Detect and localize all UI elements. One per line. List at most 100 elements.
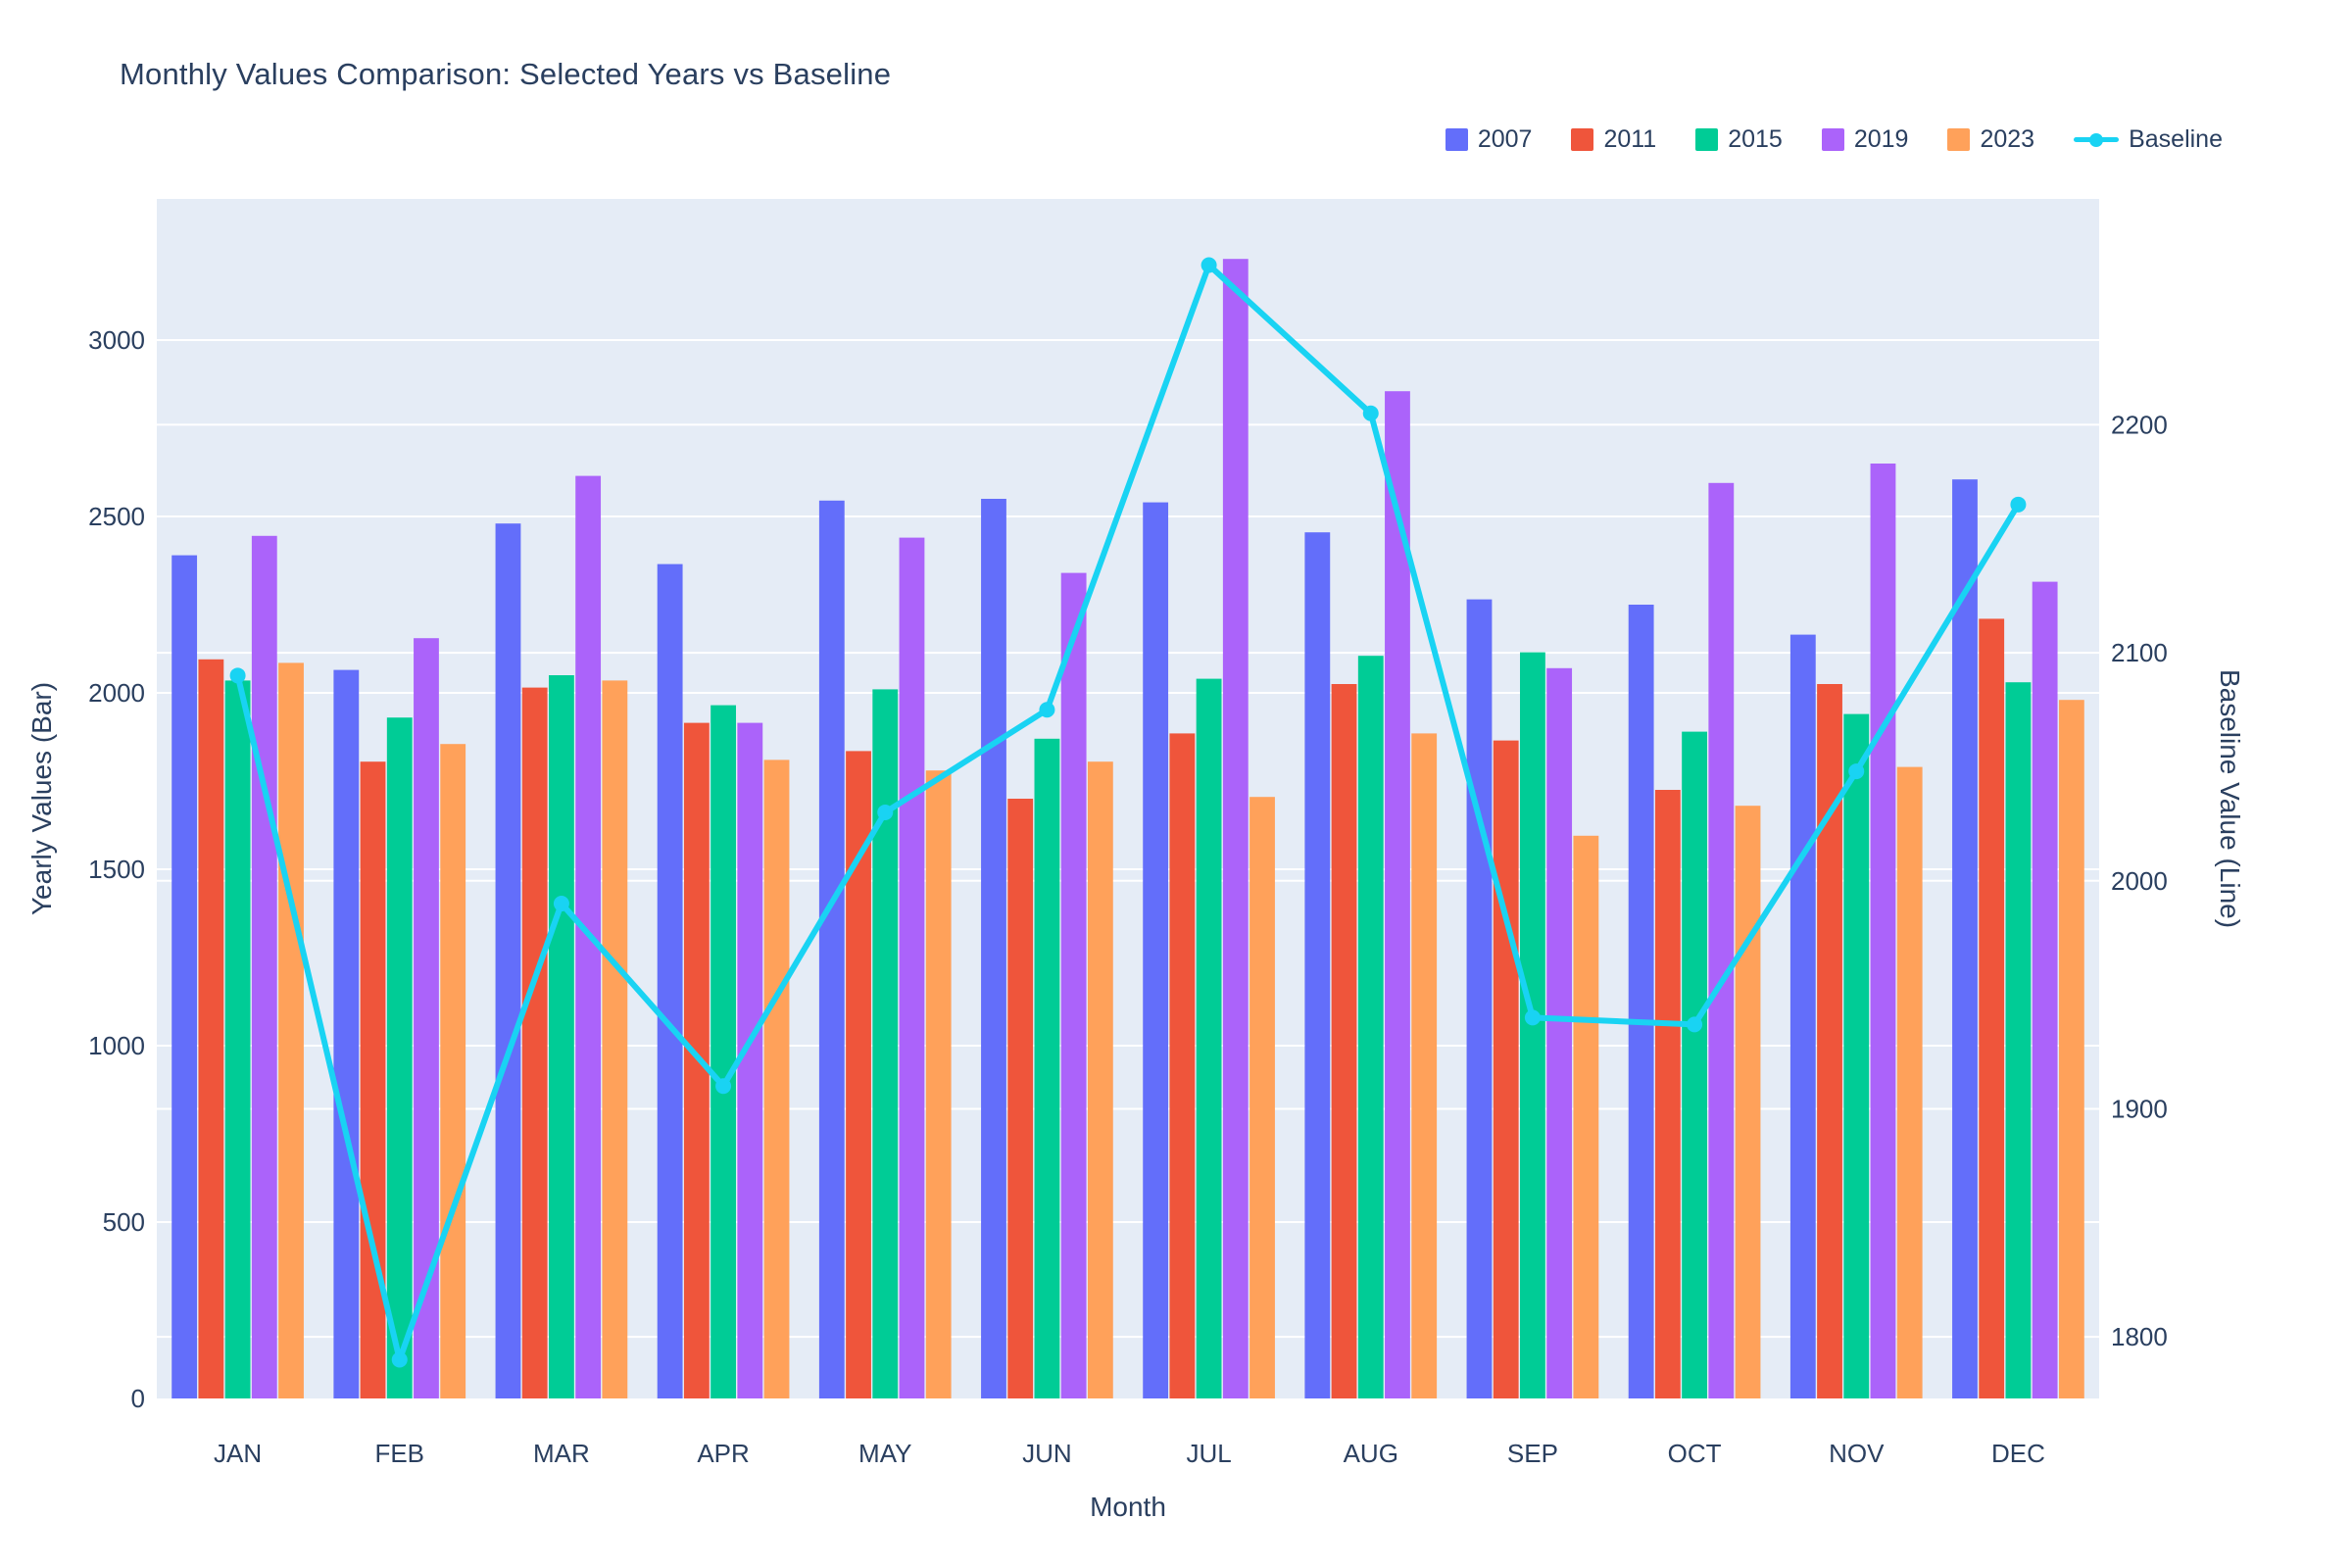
bar-2015-nov	[1843, 713, 1870, 1398]
legend-label: 2023	[1980, 125, 2035, 153]
baseline-line-icon	[2074, 132, 2120, 147]
yaxis-left-title: Yearly Values (Bar)	[26, 682, 57, 915]
xaxis-tick-dec: DEC	[1991, 1439, 2045, 1468]
bar-2011-jul	[1169, 733, 1196, 1398]
bar-2015-dec	[2005, 682, 2032, 1398]
bar-2011-nov	[1817, 684, 1842, 1398]
bar-2011-dec	[1979, 618, 2005, 1398]
legend-label: 2007	[1477, 125, 1533, 153]
bar-2015-jan	[224, 680, 251, 1398]
legend-swatch-2015	[1695, 128, 1719, 151]
bar-2015-jul	[1196, 678, 1222, 1398]
bar-2019-jan	[251, 535, 277, 1398]
baseline-marker-aug	[1362, 405, 1379, 421]
yaxis-left-tick-2000: 2000	[88, 678, 145, 708]
legend-swatch-2023	[1947, 128, 1971, 151]
bar-2007-jun	[981, 499, 1006, 1398]
bar-2011-sep	[1493, 740, 1519, 1398]
xaxis-tick-feb: FEB	[374, 1439, 424, 1468]
bar-2019-feb	[414, 638, 439, 1398]
baseline-marker-apr	[715, 1078, 732, 1095]
xaxis-tick-jun: JUN	[1022, 1439, 1072, 1468]
baseline-marker-sep	[1524, 1009, 1541, 1026]
legend-item-2011[interactable]: 2011	[1571, 125, 1656, 154]
bar-2019-aug	[1385, 391, 1410, 1399]
legend-item-2019[interactable]: 2019	[1821, 125, 1909, 154]
yaxis-left-tick-3000: 3000	[88, 325, 145, 355]
bar-2023-jul	[1250, 797, 1275, 1398]
bar-2011-apr	[683, 722, 710, 1398]
bar-2015-jun	[1034, 738, 1060, 1398]
baseline-marker-nov	[1848, 763, 1865, 780]
bar-2007-dec	[1952, 479, 1978, 1398]
bar-2023-sep	[1573, 835, 1599, 1398]
bar-2023-aug	[1411, 733, 1438, 1398]
bar-2015-may	[872, 689, 899, 1398]
bar-2019-oct	[1708, 482, 1735, 1398]
bar-2015-apr	[710, 705, 736, 1398]
baseline-marker-jul	[1200, 257, 1217, 273]
bar-2011-aug	[1331, 684, 1357, 1398]
bar-2023-nov	[1896, 766, 1923, 1398]
bar-2019-sep	[1546, 667, 1573, 1398]
xaxis-title: Month	[1090, 1492, 1166, 1522]
bar-2007-feb	[333, 669, 360, 1398]
baseline-marker-icon	[2089, 132, 2104, 147]
bar-2011-feb	[360, 761, 386, 1398]
bar-2011-jan	[198, 659, 224, 1398]
bar-2023-dec	[2058, 700, 2084, 1398]
legend-label: 2019	[1853, 125, 1909, 153]
bar-2007-aug	[1304, 532, 1331, 1398]
baseline-marker-feb	[391, 1351, 408, 1368]
bar-2007-mar	[495, 523, 521, 1398]
yaxis-left-tick-500: 500	[103, 1207, 145, 1237]
legend-item-baseline[interactable]: Baseline	[2074, 125, 2223, 154]
bar-2019-jun	[1060, 572, 1087, 1398]
bar-2015-aug	[1357, 656, 1384, 1398]
baseline-marker-dec	[2010, 496, 2027, 513]
bar-2015-mar	[549, 675, 574, 1398]
plot-area	[157, 199, 2099, 1398]
legend: 2007 2011 2015 2019 2023 Baseline	[1445, 125, 2223, 154]
bar-2011-oct	[1654, 790, 1681, 1398]
bar-2023-mar	[602, 680, 628, 1398]
xaxis-tick-sep: SEP	[1507, 1439, 1558, 1468]
yaxis-right-tick-2000: 2000	[2111, 866, 2168, 896]
legend-item-2023[interactable]: 2023	[1947, 125, 2034, 154]
xaxis-tick-apr: APR	[697, 1439, 749, 1468]
legend-label: Baseline	[2129, 125, 2223, 153]
bar-2007-jan	[172, 555, 198, 1398]
bar-2011-jun	[1007, 799, 1034, 1398]
xaxis-tick-oct: OCT	[1668, 1439, 1722, 1468]
legend-item-2015[interactable]: 2015	[1695, 125, 1783, 154]
legend-item-2007[interactable]: 2007	[1445, 125, 1533, 154]
bar-2007-jul	[1143, 502, 1169, 1398]
bar-2023-apr	[763, 760, 790, 1398]
baseline-marker-oct	[1687, 1016, 1703, 1033]
bar-2015-oct	[1682, 731, 1707, 1398]
yaxis-left-tick-1000: 1000	[88, 1031, 145, 1060]
xaxis-tick-mar: MAR	[533, 1439, 590, 1468]
yaxis-right-tick-2200: 2200	[2111, 410, 2168, 439]
yaxis-right-title: Baseline Value (Line)	[2215, 669, 2245, 928]
legend-swatch-2011	[1571, 128, 1594, 151]
bar-2007-oct	[1628, 605, 1654, 1398]
yaxis-right-tick-1800: 1800	[2111, 1322, 2168, 1351]
baseline-marker-jan	[229, 667, 246, 684]
xaxis-tick-nov: NOV	[1829, 1439, 1885, 1468]
yaxis-right-tick-2100: 2100	[2111, 638, 2168, 667]
legend-label: 2011	[1603, 125, 1657, 153]
bar-2007-nov	[1789, 634, 1816, 1398]
bar-2007-apr	[657, 564, 683, 1398]
legend-swatch-2007	[1445, 128, 1468, 151]
xaxis-tick-may: MAY	[858, 1439, 911, 1468]
bar-2019-dec	[2032, 581, 2058, 1398]
bar-2007-sep	[1466, 599, 1493, 1398]
legend-label: 2015	[1728, 125, 1783, 153]
legend-swatch-2019	[1821, 128, 1844, 151]
xaxis-tick-aug: AUG	[1344, 1439, 1398, 1468]
baseline-marker-may	[877, 804, 894, 820]
chart-title: Monthly Values Comparison: Selected Year…	[120, 57, 892, 91]
bar-2023-jan	[278, 662, 304, 1398]
